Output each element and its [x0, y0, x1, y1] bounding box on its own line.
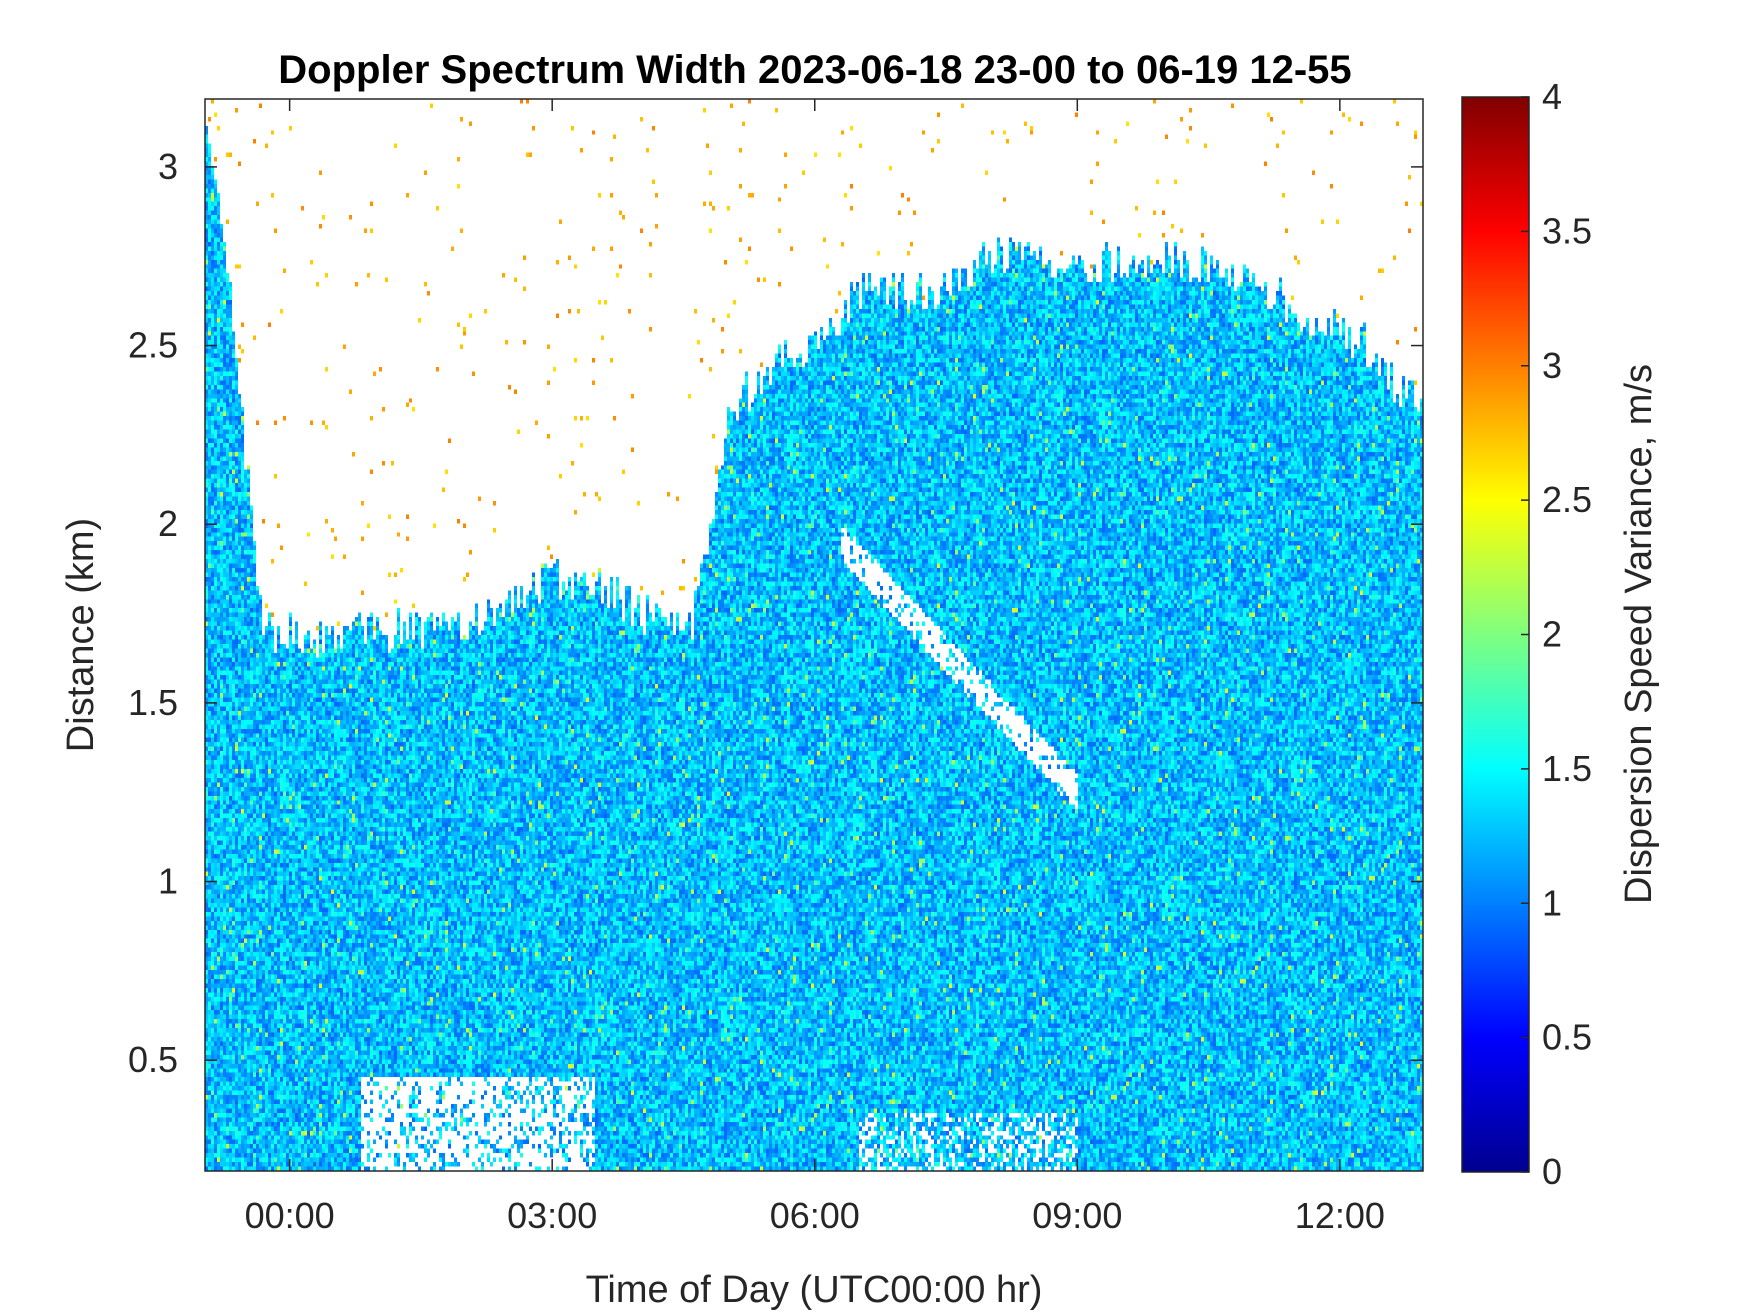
colorbar-tick-label: 2 — [1542, 614, 1562, 655]
colorbar-tick-label: 3 — [1542, 345, 1562, 386]
y-tick-label: 1.5 — [128, 682, 178, 723]
colorbar-tick-label: 2.5 — [1542, 479, 1592, 520]
x-tick-label: 06:00 — [770, 1195, 860, 1236]
colorbar-tick-label: 0.5 — [1542, 1017, 1592, 1058]
heatmap-cells — [205, 99, 1423, 1171]
y-tick-label: 2 — [158, 503, 178, 544]
colorbar-gradient — [1461, 96, 1530, 1173]
x-tick-label: 03:00 — [507, 1195, 597, 1236]
y-tick-label: 2.5 — [128, 325, 178, 366]
x-tick-label: 00:00 — [245, 1195, 335, 1236]
colorbar-tick-label: 0 — [1542, 1151, 1562, 1192]
chart-title: Doppler Spectrum Width 2023-06-18 23-00 … — [278, 48, 1351, 92]
heatmap-plot-area — [205, 99, 1423, 1171]
y-axis-ticks: 0.5 1 1.5 2 2.5 3 — [128, 146, 1423, 1080]
x-axis-label: Time of Day (UTC00:00 hr) — [586, 1269, 1043, 1311]
colorbar-tick-label: 4 — [1542, 76, 1562, 117]
colorbar-label: Dispersion Speed Variance, m/s — [1618, 364, 1660, 904]
colorbar-tick-label: 1 — [1542, 882, 1562, 923]
x-tick-label: 12:00 — [1295, 1195, 1385, 1236]
colorbar-ticks: 0 0.5 1 1.5 2 2.5 3 3.5 4 — [1521, 76, 1592, 1192]
y-tick-label: 0.5 — [128, 1039, 178, 1080]
y-axis-label: Distance (km) — [60, 518, 102, 752]
x-tick-label: 09:00 — [1032, 1195, 1122, 1236]
x-axis-ticks: 00:00 03:00 06:00 09:00 12:00 — [245, 99, 1385, 1236]
y-tick-label: 1 — [158, 861, 178, 902]
y-tick-label: 3 — [158, 146, 178, 187]
colorbar-tick-label: 1.5 — [1542, 748, 1592, 789]
colorbar: 0 0.5 1 1.5 2 2.5 3 3.5 4 Dispersion Speed Varia… — [1461, 76, 1660, 1192]
colorbar-tick-label: 3.5 — [1542, 210, 1592, 251]
